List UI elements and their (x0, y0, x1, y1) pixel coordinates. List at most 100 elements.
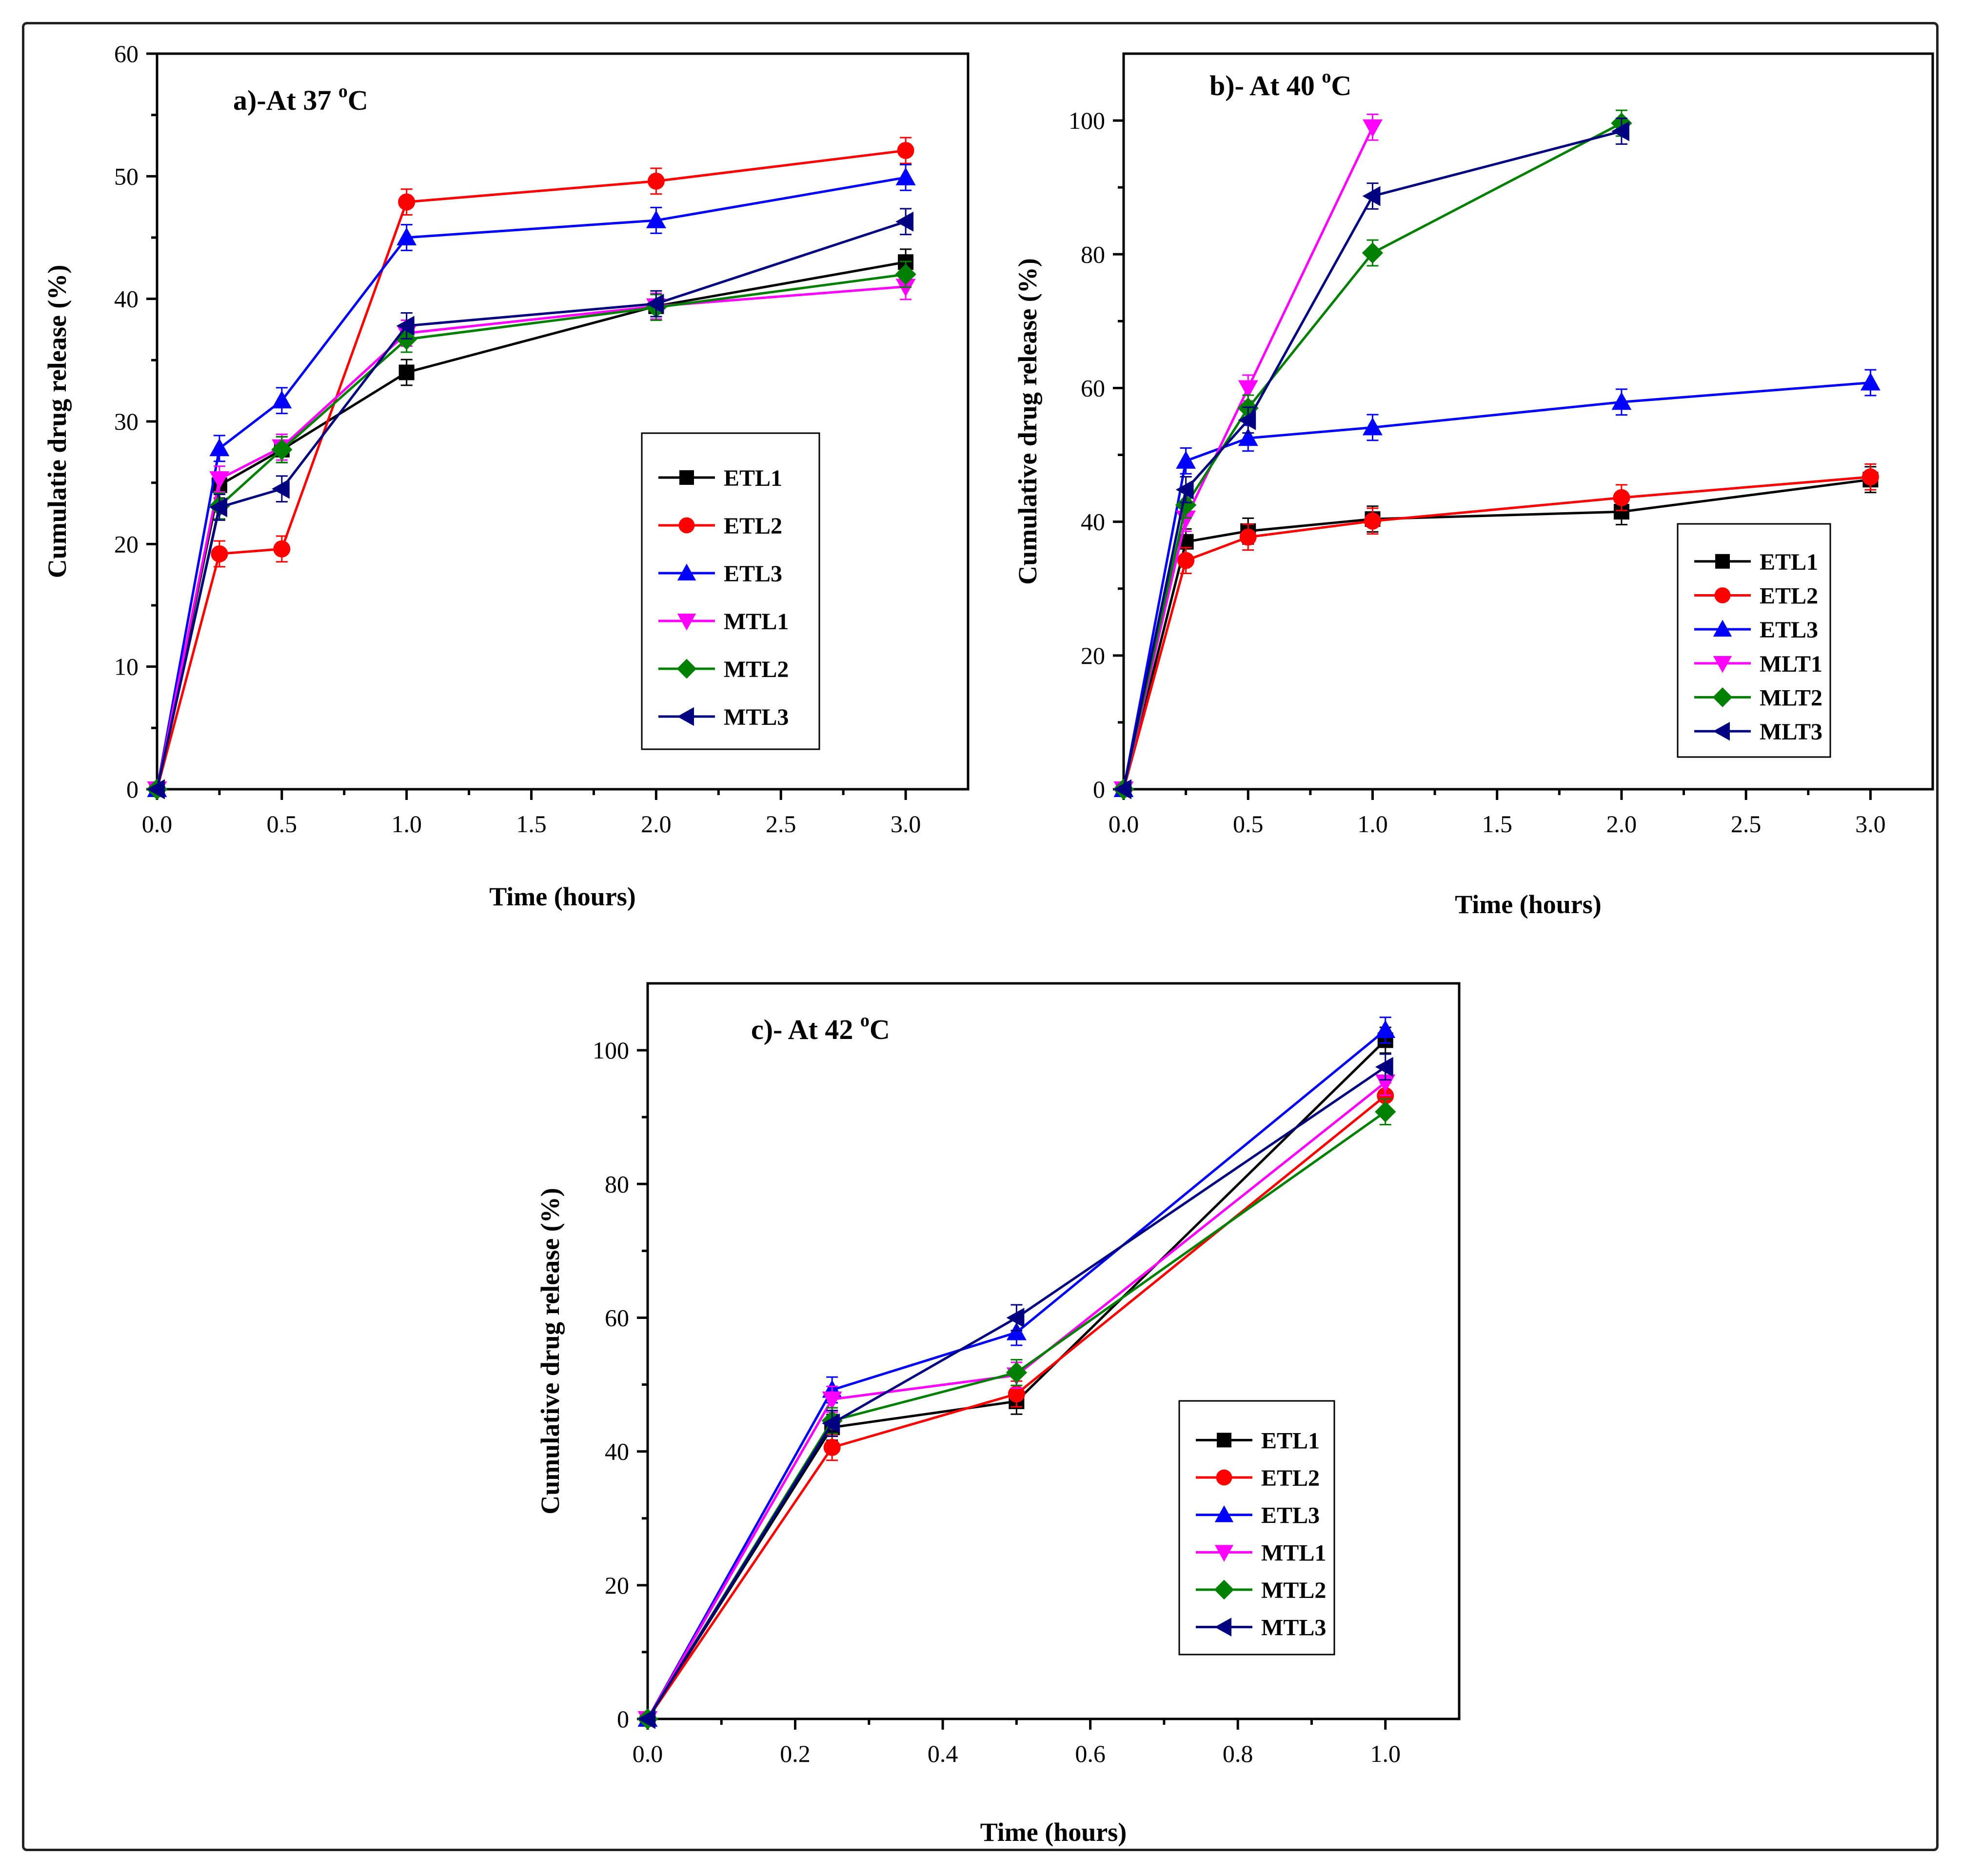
legend-label-etl1: ETL1 (1760, 549, 1818, 575)
data-point-etl3 (272, 390, 292, 409)
legend-label-mtl1: MTL1 (724, 609, 789, 635)
legend-label-mtl3: MTL3 (1261, 1615, 1326, 1641)
x-tick-label: 1.0 (1357, 810, 1388, 838)
data-point-etl3 (1375, 1020, 1396, 1038)
data-point-etl3 (1363, 417, 1383, 436)
x-axis-title: Time (hours) (1455, 890, 1602, 919)
series-line-etl3 (646, 1029, 1387, 1720)
data-point-etl3 (1006, 1322, 1027, 1340)
y-tick-label: 40 (1081, 508, 1105, 536)
y-tick-label: 0 (617, 1705, 629, 1733)
data-point-mtl1 (209, 471, 230, 489)
data-point-mtl1 (822, 1391, 842, 1410)
y-tick-label: 100 (1069, 107, 1105, 134)
legend-frame (641, 432, 820, 750)
panel-title-main: a)-At 37 (233, 84, 338, 116)
legend-label-mlt2: MLT2 (1760, 685, 1822, 711)
legend-label-etl1: ETL1 (724, 465, 782, 491)
data-point-etl2 (398, 193, 416, 211)
data-point-etl3 (1176, 451, 1196, 469)
legend-marker-mtl2 (676, 659, 697, 679)
y-tick-label: 30 (114, 408, 139, 435)
data-point-etl2 (211, 545, 228, 562)
x-tick-label: 1.0 (1370, 1740, 1401, 1767)
y-axis-title: Cumulative drug release (%) (535, 1188, 565, 1514)
data-point-etl3 (895, 167, 916, 185)
data-point-etl3 (1860, 372, 1881, 391)
legend-marker-etl1 (679, 470, 694, 485)
legend-frame (1677, 523, 1831, 758)
data-point-etl2 (273, 540, 291, 558)
panel-title: a)-At 37 oC (233, 81, 368, 116)
series-mlt3 (1113, 118, 1629, 799)
data-point-etl3 (209, 438, 230, 457)
x-tick-label: 0.5 (267, 810, 297, 838)
y-tick-label: 0 (126, 776, 139, 803)
y-tick-label: 20 (605, 1572, 629, 1599)
legend-marker-etl2 (1714, 587, 1731, 603)
series-mtl3 (637, 1053, 1393, 1729)
legend-marker-mlt3 (1713, 721, 1730, 741)
data-point-etl2 (1862, 468, 1879, 486)
series-etl3 (1113, 369, 1881, 797)
legend-marker-etl2 (1216, 1469, 1232, 1486)
series-line-mlt1 (1122, 126, 1374, 790)
x-axis-title: Time (hours) (489, 882, 636, 911)
series-line-etl2 (646, 1095, 1387, 1720)
legend-label-etl3: ETL3 (724, 561, 782, 587)
series-line-mlt3 (1122, 130, 1622, 790)
y-tick-label: 100 (593, 1037, 629, 1064)
legend: ETL1 ETL2 ETL3 MTL1 MTL2 MTL3 (641, 432, 820, 750)
panel-title-main: c)- At 42 (751, 1014, 860, 1045)
figure-frame (22, 22, 1939, 1851)
data-point-etl3 (1238, 428, 1258, 446)
data-point-etl2 (1177, 552, 1195, 569)
data-point-mtl3 (637, 1709, 655, 1729)
data-point-mlt2 (1362, 242, 1384, 264)
plot-frame (646, 982, 1461, 1720)
data-point-mtl2 (1006, 1362, 1028, 1383)
plot-frame (156, 52, 970, 791)
data-point-mlt1 (1363, 119, 1383, 138)
data-point-mtl3 (209, 497, 227, 518)
panel-title: b)- At 40 oC (1209, 66, 1351, 101)
legend-marker-etl3 (1214, 1505, 1234, 1522)
data-point-mlt3 (1113, 779, 1131, 799)
series-line-etl3 (156, 176, 906, 790)
x-tick-label: 3.0 (891, 810, 921, 838)
plot-frame (1122, 52, 1934, 791)
data-point-mtl2 (271, 439, 293, 460)
legend-label-mlt3: MLT3 (1760, 719, 1822, 745)
y-tick-label: 60 (114, 40, 139, 67)
y-tick-label: 20 (1081, 642, 1105, 669)
chart-panel-1: 0.0 0.5 1.0 1.5 2.0 2.5 3.0 0 10 20 30 40 50 60 Time (… (42, 40, 970, 911)
series-line-mtl3 (156, 220, 906, 790)
y-tick-label: 80 (1081, 240, 1105, 268)
data-point-mtl3 (272, 479, 290, 499)
legend-marker-mtl2 (1214, 1579, 1234, 1600)
panel-title-degree: o (338, 81, 348, 101)
series-line-mtl1 (646, 1081, 1387, 1720)
data-point-mtl3 (895, 211, 914, 232)
panel-title-unit: C (1331, 70, 1351, 101)
data-point-etl3 (396, 227, 417, 245)
legend: ETL1 ETL2 ETL3 MTL1 MTL2 MTL3 (1178, 1400, 1335, 1656)
x-tick-label: 0.6 (1075, 1740, 1106, 1767)
y-tick-label: 50 (114, 162, 139, 190)
legend-label-etl2: ETL2 (724, 513, 782, 539)
data-point-etl2 (897, 142, 914, 160)
y-tick-label: 10 (114, 653, 139, 680)
legend-label-etl2: ETL2 (1261, 1465, 1320, 1491)
y-tick-label: 60 (605, 1304, 629, 1331)
data-point-mtl3 (147, 779, 165, 799)
legend-marker-mtl3 (677, 707, 694, 726)
data-point-mtl3 (1006, 1308, 1025, 1328)
panel-title-unit: C (870, 1014, 890, 1045)
x-tick-label: 1.5 (516, 810, 547, 838)
data-point-mtl2 (895, 263, 916, 285)
x-tick-label: 2.0 (1606, 810, 1637, 838)
legend-label-etl1: ETL1 (1261, 1428, 1320, 1454)
x-tick-label: 1.5 (1482, 810, 1512, 838)
series-line-etl3 (1122, 381, 1871, 790)
